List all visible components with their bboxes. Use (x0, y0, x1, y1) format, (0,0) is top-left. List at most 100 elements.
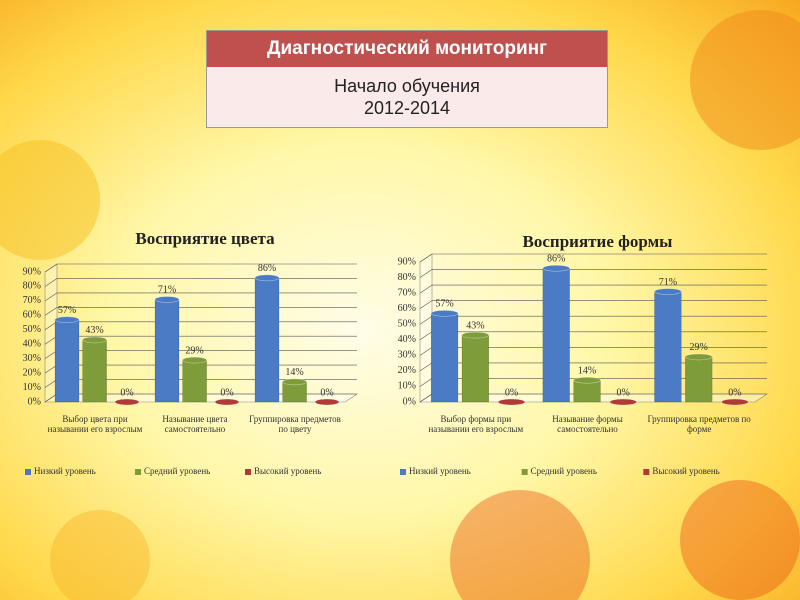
bar-top (154, 296, 180, 303)
y-tick-label: 20% (23, 367, 41, 378)
bar (82, 339, 107, 403)
data-label: 0% (120, 387, 133, 398)
data-label: 57% (58, 305, 76, 316)
data-label: 0% (220, 387, 233, 398)
x-tick-label: Группировка предметов по форме (647, 414, 751, 434)
grid-line-side (419, 284, 433, 294)
x-tick-label: Выбор цвета при назывании его взрослым (47, 414, 143, 434)
data-label: 0% (505, 387, 518, 398)
y-tick-label: 60% (398, 303, 416, 314)
bar-top (609, 398, 637, 406)
grid-line-side (419, 300, 433, 309)
header-period: 2012-2014 (363, 98, 451, 118)
grid-line-side (44, 307, 58, 316)
data-label: 86% (258, 263, 276, 274)
grid-line-side (44, 278, 58, 287)
bar (254, 277, 280, 403)
y-tick-label: 50% (23, 324, 41, 335)
grid-line-side (419, 347, 433, 356)
bar (542, 267, 570, 403)
data-label: 0% (728, 387, 741, 398)
y-tick-label: 20% (398, 365, 416, 376)
header: Диагностический мониторинг Начало обучен… (206, 30, 608, 128)
bar-top (114, 398, 140, 406)
bar-top (254, 274, 280, 282)
bar-top (214, 398, 240, 406)
legend-label: Высокий уровень (254, 466, 321, 476)
leaf (680, 480, 800, 600)
header-title: Диагностический мониторинг (207, 31, 607, 67)
data-label: 71% (158, 285, 176, 296)
y-tick-label: 90% (398, 256, 416, 267)
legend-label: Низкий уровень (34, 466, 96, 476)
data-label: 57% (435, 299, 453, 310)
legend-label: Низкий уровень (409, 466, 471, 476)
y-tick-label: 90% (23, 266, 41, 277)
data-label: 0% (617, 387, 630, 398)
y-tick-label: 50% (398, 319, 416, 330)
x-tick-label: Называние формы самостоятельно (552, 414, 623, 434)
y-tick-label: 60% (23, 310, 41, 321)
data-label: 43% (466, 320, 484, 331)
bar-top (497, 398, 526, 406)
legend-swatch (245, 469, 251, 475)
grid-line-side (419, 378, 433, 387)
y-tick-label: 30% (23, 353, 41, 364)
data-label: 14% (578, 366, 596, 377)
y-tick-label: 70% (398, 287, 416, 298)
legend-label: Высокий уровень (652, 466, 719, 476)
y-tick-label: 80% (398, 272, 416, 283)
bar-top (573, 376, 601, 384)
y-tick-label: 40% (398, 334, 416, 345)
bar (685, 356, 713, 403)
grid-line-side (44, 263, 58, 273)
x-tick-label: Называние цвета самостоятельно (162, 414, 228, 434)
chart-title: Восприятие цвета (135, 229, 275, 248)
legend-swatch (643, 469, 650, 475)
data-label: 43% (85, 325, 103, 336)
bar (54, 319, 80, 403)
bar-top (314, 398, 340, 406)
data-label: 29% (690, 342, 708, 353)
y-tick-label: 10% (398, 381, 416, 392)
grid-line-side (419, 269, 433, 278)
x-tick-label: Выбор формы при назывании его взрослым (428, 414, 524, 434)
legend-swatch (135, 469, 141, 475)
bar (182, 359, 207, 403)
legend-swatch (400, 469, 406, 475)
bar (461, 334, 490, 403)
data-label: 86% (547, 254, 565, 265)
bar-top (182, 356, 207, 364)
leaf (0, 140, 100, 260)
y-tick-label: 70% (23, 295, 41, 306)
grid-line-side (419, 331, 433, 341)
bar-top (542, 264, 570, 272)
bar-top (82, 336, 107, 344)
bar-top (685, 353, 713, 361)
y-tick-label: 40% (23, 339, 41, 350)
bar-top (654, 288, 682, 295)
y-tick-label: 0% (403, 396, 416, 407)
leaf (690, 10, 800, 150)
bar (654, 291, 682, 403)
legend-swatch (25, 469, 31, 475)
chart-title: Восприятие формы (523, 232, 673, 251)
header-subtitle: Начало обучения (334, 76, 480, 96)
grid-line-side (419, 393, 433, 403)
grid-line-side (419, 253, 433, 263)
legend-label: Средний уровень (531, 466, 597, 476)
bar (430, 313, 459, 403)
data-label: 0% (320, 387, 333, 398)
grid-line-side (44, 292, 58, 302)
legend-swatch (521, 469, 528, 475)
y-tick-label: 80% (23, 281, 41, 292)
bar-top (721, 398, 749, 406)
grid-line-side (419, 315, 433, 325)
bar-top (461, 331, 490, 339)
y-tick-label: 0% (28, 396, 41, 407)
x-tick-label: Группировка предметов по цвету (249, 414, 341, 434)
leaf (450, 490, 590, 600)
leaf (50, 510, 150, 600)
